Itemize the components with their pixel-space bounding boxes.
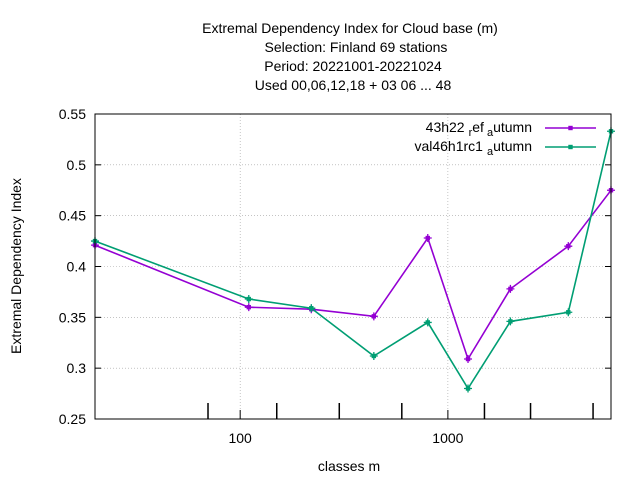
legend-label-series-1: 43h22 ref autumn (426, 119, 532, 139)
y-tick-label: 0.35 (59, 309, 86, 325)
legend-marker-series-1 (568, 125, 573, 131)
data-point (309, 305, 314, 311)
title-line-4: Used 00,06,12,18 + 03 06 ... 48 (255, 77, 452, 93)
legend-label-series-2: val46h1rc1 autumn (414, 138, 532, 158)
y-tick-label: 0.45 (59, 208, 86, 224)
x-axis-label: classes m (318, 458, 380, 474)
data-point (566, 310, 571, 315)
title-line-3: Period: 20221001-20221024 (264, 58, 442, 74)
y-tick-label: 0.55 (59, 106, 86, 122)
data-point (425, 235, 430, 241)
plot-frame (94, 113, 612, 420)
series-layer (91, 127, 615, 393)
y-axis-label: Extremal Dependency Index (8, 178, 24, 354)
data-point (508, 319, 513, 324)
data-point (465, 386, 471, 391)
data-point (246, 304, 251, 310)
y-tick-label: 0.25 (59, 411, 86, 427)
axis-ticks: 0.25 0.3 0.35 0.4 0.45 0.5 0.55 100 1000 (59, 106, 611, 446)
title-line-2: Selection: Finland 69 stations (265, 39, 448, 55)
data-point (371, 353, 377, 359)
y-tick-label: 0.5 (67, 157, 87, 173)
data-point (246, 296, 251, 302)
x-tick-label: 1000 (432, 430, 463, 446)
data-point (371, 314, 377, 319)
chart-title: Extremal Dependency Index for Cloud base… (202, 20, 498, 93)
data-point (465, 356, 471, 362)
x-tick-label: 100 (228, 430, 252, 446)
series-line-2 (94, 131, 612, 391)
y-tick-label: 0.3 (67, 360, 87, 376)
y-tick-label: 0.4 (67, 259, 87, 275)
grid (95, 114, 611, 419)
legend: 43h22 ref autumn val46h1rc1 autumn (414, 119, 596, 158)
data-point (566, 243, 571, 249)
legend-marker-series-2 (568, 144, 573, 150)
data-point (425, 320, 430, 325)
title-line-1: Extremal Dependency Index for Cloud base… (202, 20, 498, 36)
data-point (508, 286, 513, 292)
